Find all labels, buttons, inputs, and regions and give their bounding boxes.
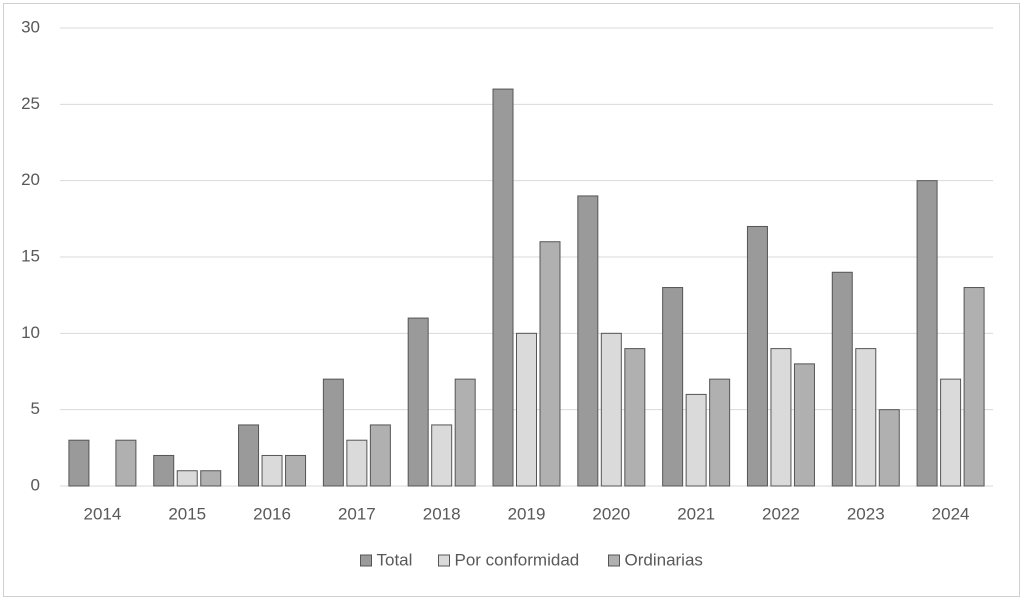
bar [431,424,453,487]
bar [709,378,731,487]
x-tick-label: 2021 [677,504,715,523]
legend-swatch [608,554,620,567]
x-tick-label: 2015 [168,504,206,523]
bar [963,287,985,487]
bar [68,439,90,487]
bar [176,470,198,487]
bar [200,470,222,487]
bar [878,409,900,487]
bar [746,225,768,487]
x-tick-label: 2016 [253,504,291,523]
bar [793,363,815,487]
legend-label: Por conformidad [455,550,580,569]
y-tick-label: 20 [21,170,40,189]
x-tick-label: 2024 [932,504,970,523]
x-tick-label: 2014 [83,504,121,523]
y-tick-label: 25 [21,94,40,113]
x-tick-label: 2018 [423,504,461,523]
bar [153,454,175,487]
bar [600,332,622,487]
bar [115,439,137,487]
bar [624,348,646,487]
bar [831,271,853,487]
bar [238,424,260,487]
bar [539,241,561,487]
bar [492,88,514,487]
x-tick-label: 2023 [847,504,885,523]
bar [322,378,344,487]
bar [346,439,368,487]
y-tick-label: 0 [31,475,40,494]
y-tick-label: 15 [21,246,40,265]
bar [940,378,962,487]
bar [369,424,391,487]
legend-swatch [438,554,450,567]
legend-label: Total [377,550,413,569]
bar [261,454,283,487]
y-tick-label: 5 [31,399,40,418]
bar [685,393,707,487]
x-tick-label: 2017 [338,504,376,523]
bar [770,348,792,487]
x-tick-label: 2019 [508,504,546,523]
bar [662,287,684,487]
x-tick-label: 2020 [592,504,630,523]
bar [454,378,476,487]
legend-label: Ordinarias [625,550,703,569]
bar [285,454,307,487]
bar [407,317,429,487]
bar [516,332,537,487]
y-tick-label: 30 [21,17,40,36]
bar [577,195,599,487]
bar [916,180,938,487]
y-tick-label: 10 [21,323,40,342]
bar [855,348,877,487]
legend-swatch [360,554,372,567]
x-tick-label: 2022 [762,504,800,523]
